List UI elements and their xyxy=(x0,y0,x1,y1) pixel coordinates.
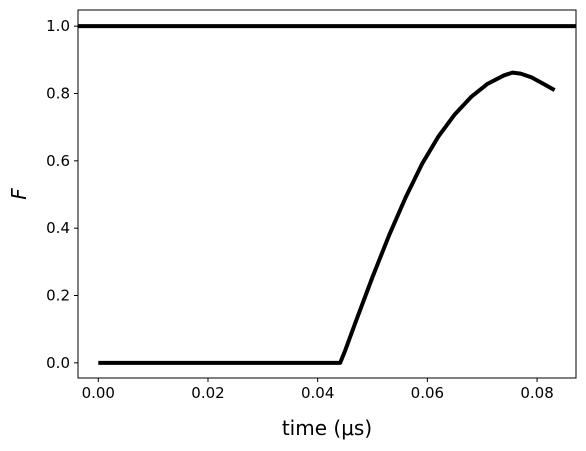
x-tick-label: 0.04 xyxy=(301,384,334,402)
x-axis-label: time (μs) xyxy=(282,416,372,440)
x-tick-label: 0.06 xyxy=(411,384,444,402)
y-tick-label: 0.2 xyxy=(46,287,70,305)
y-tick-label: 0.6 xyxy=(46,152,70,170)
y-tick-label: 0.8 xyxy=(46,84,70,102)
x-tick-label: 0.00 xyxy=(82,384,115,402)
x-tick-label: 0.08 xyxy=(520,384,553,402)
plot-frame xyxy=(77,9,577,379)
y-tick-label: 1.0 xyxy=(46,17,70,35)
y-tick-label: 0.0 xyxy=(46,354,70,372)
y-axis-label: F xyxy=(7,188,31,200)
x-tick-label: 0.02 xyxy=(191,384,224,402)
x-axis-ticks: 0.00 0.02 0.04 0.06 0.08 xyxy=(82,378,554,402)
plot-area xyxy=(78,10,576,378)
series-line-0 xyxy=(98,70,556,365)
y-tick-label: 0.4 xyxy=(46,219,70,237)
chart-marks xyxy=(78,24,576,365)
y-axis-ticks: 0.0 0.2 0.4 0.6 0.8 1.0 xyxy=(46,17,78,372)
